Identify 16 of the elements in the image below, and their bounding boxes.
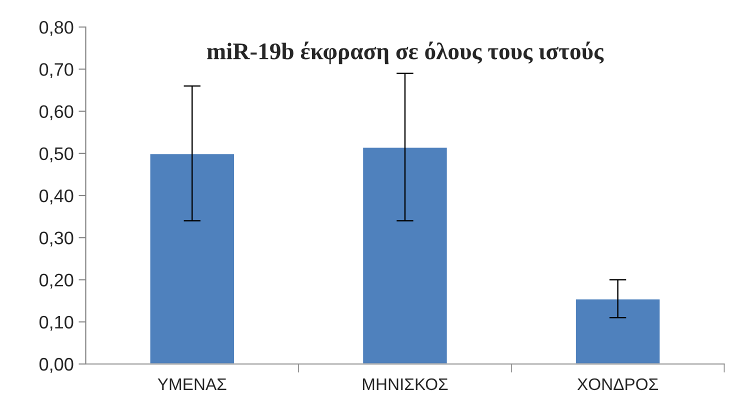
- text: miR-19b έκφραση σε όλους τους ιστούς: [207, 42, 604, 64]
- y-tick-label: 0,10: [39, 316, 74, 331]
- y-tick-label: 0,70: [39, 63, 74, 78]
- x-tick-label: ΥΜΕΝΑΣ: [158, 378, 226, 390]
- y-tick-label: 0,20: [39, 274, 74, 289]
- bar: [362, 146, 448, 364]
- x-tick-label: ΜΗΝΙΣΚΟΣ: [362, 378, 448, 390]
- x-tick-label: ΧΟΝΔΡΟΣ: [577, 378, 658, 390]
- y-tick-label: 0,80: [39, 20, 74, 36]
- y-tick-label: 0,00: [39, 358, 74, 373]
- bar: [148, 152, 236, 364]
- bar: [574, 298, 662, 364]
- y-tick-label: 0,50: [39, 147, 74, 162]
- y-tick-label: 0,30: [39, 232, 74, 246]
- y-tick-label: 0,60: [39, 105, 74, 120]
- y-tick-label: 0,40: [39, 189, 74, 204]
